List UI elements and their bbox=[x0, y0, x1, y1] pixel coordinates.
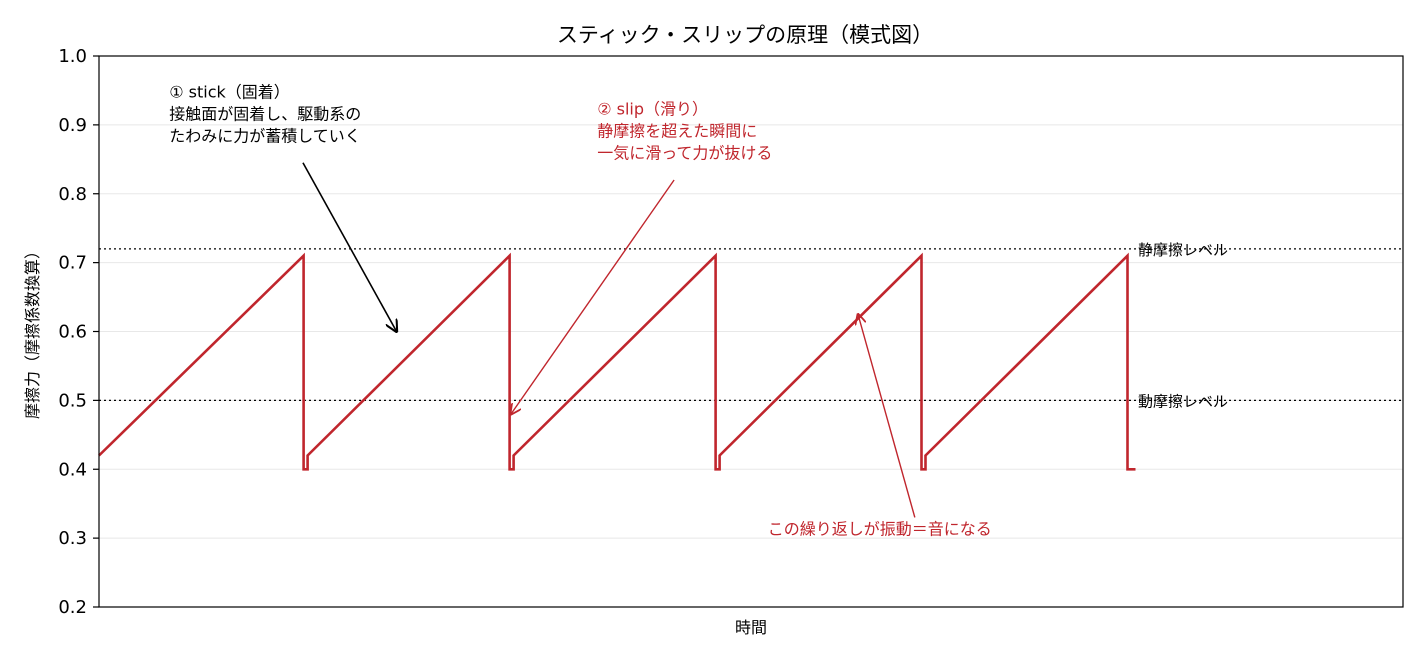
y-tick-label: 0.6 bbox=[58, 322, 87, 343]
annotation: ② slip（滑り） 静摩擦を超えた瞬間に一気に滑って力が抜ける bbox=[511, 100, 772, 415]
series-layer bbox=[98, 252, 1136, 471]
annotation-line: ② slip（滑り） bbox=[597, 100, 708, 119]
y-tick-label: 0.4 bbox=[58, 459, 87, 480]
annotation-text: ② slip（滑り） 静摩擦を超えた瞬間に一気に滑って力が抜ける bbox=[597, 100, 772, 163]
y-tick-label: 0.2 bbox=[58, 597, 87, 618]
y-tick-label: 1.0 bbox=[58, 46, 87, 67]
reference-line-label: 動摩擦レベル bbox=[1138, 392, 1228, 410]
annotation-text: この繰り返しが振動＝音になる bbox=[768, 520, 992, 539]
annotation-line: この繰り返しが振動＝音になる bbox=[768, 520, 992, 539]
y-tick-label: 0.3 bbox=[58, 528, 87, 549]
chart-title: スティック・スリップの原理（模式図） bbox=[557, 23, 933, 47]
reference-line-label: 静摩擦レベル bbox=[1138, 241, 1228, 259]
annotation-line: ① stick（固着） bbox=[169, 82, 290, 101]
annotation-line: 接触面が固着し、駆動系の bbox=[169, 104, 361, 123]
annotation-line: 一気に滑って力が抜ける bbox=[597, 144, 772, 163]
annotation-arrow bbox=[858, 314, 916, 518]
x-axis-label: 時間 bbox=[735, 618, 767, 637]
y-axis-label: 摩擦力（摩擦係数換算） bbox=[23, 243, 42, 419]
annotation-line: 静摩擦を超えた瞬間に bbox=[597, 122, 757, 141]
annotation-arrow bbox=[511, 179, 675, 414]
annotation-arrow bbox=[302, 162, 397, 332]
annotation: この繰り返しが振動＝音になる bbox=[768, 314, 992, 539]
series-line bbox=[98, 252, 1136, 471]
annotations: ① stick（固着） 接触面が固着し、駆動系のたわみに力が蓄積していく ② sli… bbox=[169, 82, 992, 538]
y-tick-label: 0.5 bbox=[58, 390, 87, 411]
annotation-text: ① stick（固着） 接触面が固着し、駆動系のたわみに力が蓄積していく bbox=[169, 82, 361, 145]
y-tick-label: 0.8 bbox=[58, 184, 87, 205]
y-tick-label: 0.7 bbox=[58, 253, 87, 274]
annotation-line: たわみに力が蓄積していく bbox=[169, 126, 361, 145]
y-axis: 0.2 0.3 0.4 0.5 0.6 0.7 0.8 0.9 1.0 bbox=[58, 46, 99, 618]
y-tick-label: 0.9 bbox=[58, 115, 87, 136]
annotation: ① stick（固着） 接触面が固着し、駆動系のたわみに力が蓄積していく bbox=[169, 82, 396, 331]
